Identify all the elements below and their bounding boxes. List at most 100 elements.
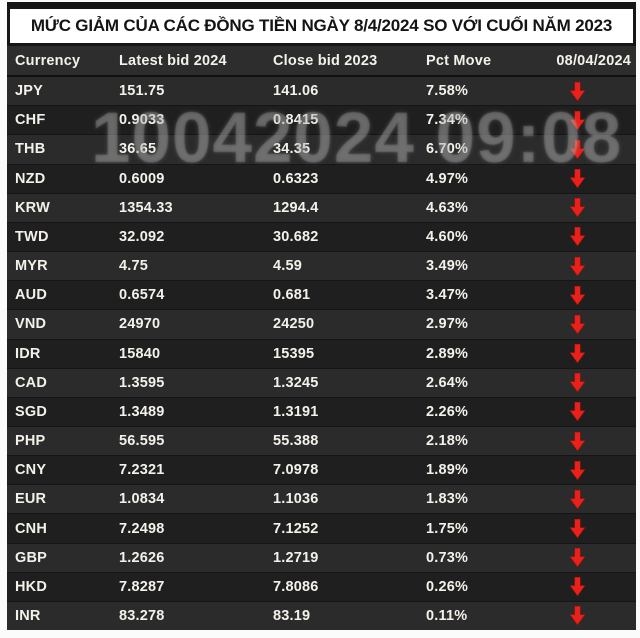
table-row: EUR 1.0834 1.1036 1.83%: [7, 484, 636, 514]
currency-code: TWD: [15, 228, 49, 245]
down-arrow-icon: [518, 285, 636, 305]
down-arrow-icon: [518, 606, 636, 626]
currency-table: 10042024 09:08 Currency Latest bid 2024 …: [7, 46, 636, 630]
currency-code: KRW: [15, 199, 50, 216]
table-row: AUD 0.6574 0.681 3.47%: [7, 280, 636, 310]
close-bid-value: 7.0978: [273, 462, 319, 479]
column-header-date: 08/04/2024: [556, 52, 631, 69]
table-row: MYR 4.75 4.59 3.49%: [7, 251, 636, 281]
down-arrow-icon: [518, 460, 636, 480]
latest-bid-value: 24970: [119, 316, 161, 333]
close-bid-value: 34.35: [273, 141, 311, 158]
currency-code: IDR: [15, 345, 41, 362]
close-bid-value: 1.2719: [273, 549, 319, 566]
table-row: TWD 32.092 30.682 4.60%: [7, 221, 636, 252]
table-row: INR 83.278 83.19 0.11%: [7, 600, 636, 630]
latest-bid-value: 32.092: [119, 228, 165, 245]
currency-code: NZD: [15, 170, 46, 187]
down-arrow-icon: [518, 314, 636, 334]
table-row: GBP 1.2626 1.2719 0.73%: [7, 542, 636, 572]
pct-move-value: 3.49%: [426, 258, 469, 275]
pct-move-value: 0.11%: [426, 607, 468, 624]
latest-bid-value: 1354.33: [119, 199, 173, 216]
down-arrow-icon: [518, 577, 636, 597]
column-header-currency: Currency: [15, 52, 81, 69]
latest-bid-value: 0.6009: [119, 170, 165, 187]
latest-bid-value: 1.0834: [119, 491, 165, 508]
column-header-pct-move: Pct Move: [426, 52, 492, 69]
table-header-row: Currency Latest bid 2024 Close bid 2023 …: [7, 46, 636, 78]
currency-code: AUD: [15, 287, 48, 304]
pct-move-value: 2.18%: [426, 433, 469, 450]
table-row: KRW 1354.33 1294.4 4.63%: [7, 192, 636, 222]
page-title: MỨC GIẢM CỦA CÁC ĐỒNG TIỀN NGÀY 8/4/2024…: [30, 16, 613, 35]
currency-code: MYR: [15, 258, 48, 275]
table-row: SGD 1.3489 1.3191 2.26%: [7, 396, 636, 426]
latest-bid-value: 0.6574: [119, 287, 165, 304]
close-bid-value: 1.3191: [273, 403, 319, 420]
down-arrow-icon: [518, 373, 636, 393]
close-bid-value: 83.19: [273, 607, 311, 624]
down-arrow-icon: [518, 489, 636, 509]
currency-code: HKD: [15, 578, 48, 595]
close-bid-value: 30.682: [273, 228, 319, 245]
pct-move-value: 1.75%: [426, 520, 469, 537]
table-body: JPY 151.75 141.06 7.58% CHF 0.9033 0.841…: [7, 77, 636, 630]
table-row: CNH 7.2498 7.1252 1.75%: [7, 513, 636, 543]
down-arrow-icon: [518, 431, 636, 451]
currency-code: SGD: [15, 403, 48, 420]
currency-code: CAD: [15, 374, 48, 391]
pct-move-value: 4.97%: [426, 170, 469, 187]
latest-bid-value: 83.278: [119, 607, 165, 624]
currency-code: CHF: [15, 112, 46, 129]
close-bid-value: 7.1252: [273, 520, 319, 537]
down-arrow-icon: [518, 519, 636, 539]
pct-move-value: 2.26%: [426, 403, 469, 420]
down-arrow-icon: [518, 548, 636, 568]
down-arrow-icon: [518, 227, 636, 247]
down-arrow-icon: [518, 256, 636, 276]
pct-move-value: 3.47%: [426, 287, 469, 304]
down-arrow-icon: [518, 402, 636, 422]
close-bid-value: 24250: [273, 316, 315, 333]
currency-code: GBP: [15, 549, 48, 566]
currency-code: VND: [15, 316, 47, 333]
currency-code: INR: [15, 607, 41, 624]
down-arrow-icon: [518, 139, 636, 159]
table-row: JPY 151.75 141.06 7.58%: [7, 77, 636, 106]
latest-bid-value: 151.75: [119, 83, 165, 100]
down-arrow-icon: [518, 169, 636, 189]
latest-bid-value: 0.9033: [119, 112, 165, 129]
down-arrow-icon: [518, 110, 636, 130]
latest-bid-value: 7.8287: [119, 578, 165, 595]
currency-code: CNH: [15, 520, 48, 537]
pct-move-value: 6.70%: [426, 141, 469, 158]
close-bid-value: 1.3245: [273, 374, 319, 391]
close-bid-value: 1294.4: [273, 199, 319, 216]
close-bid-value: 1.1036: [273, 491, 319, 508]
pct-move-value: 7.34%: [426, 112, 469, 129]
latest-bid-value: 15840: [119, 345, 161, 362]
pct-move-value: 7.58%: [426, 83, 469, 100]
close-bid-value: 0.6323: [273, 170, 319, 187]
down-arrow-icon: [518, 198, 636, 218]
pct-move-value: 2.64%: [426, 374, 469, 391]
table-row: CNY 7.2321 7.0978 1.89%: [7, 455, 636, 485]
currency-code: THB: [15, 141, 46, 158]
pct-move-value: 0.26%: [426, 578, 469, 595]
close-bid-value: 15395: [273, 345, 315, 362]
currency-code: CNY: [15, 462, 47, 479]
pct-move-value: 0.73%: [426, 549, 469, 566]
latest-bid-value: 4.75: [119, 258, 149, 275]
table-row: CHF 0.9033 0.8415 7.34%: [7, 105, 636, 135]
pct-move-value: 1.83%: [426, 491, 469, 508]
column-header-close-bid: Close bid 2023: [273, 52, 378, 69]
close-bid-value: 4.59: [273, 258, 303, 275]
pct-move-value: 2.97%: [426, 316, 469, 333]
close-bid-value: 55.388: [273, 433, 319, 450]
pct-move-value: 1.89%: [426, 462, 469, 479]
pct-move-value: 4.60%: [426, 228, 469, 245]
table-row: PHP 56.595 55.388 2.18%: [7, 425, 636, 456]
close-bid-value: 7.8086: [273, 578, 319, 595]
currency-code: PHP: [15, 433, 46, 450]
